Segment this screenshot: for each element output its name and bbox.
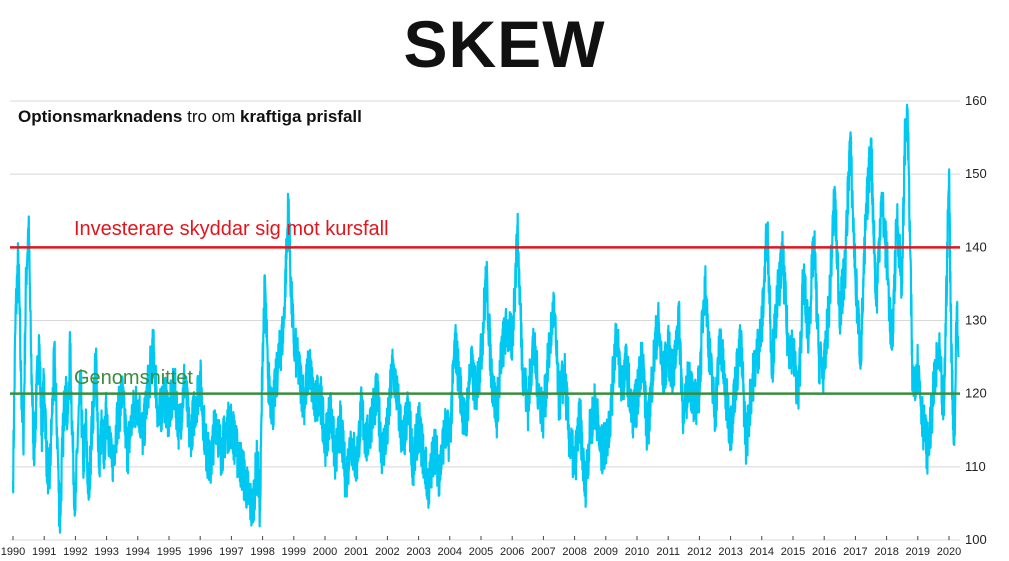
x-tick-label-2008: 2008 — [562, 546, 586, 558]
subtitle-bold-part-2: kraftiga prisfall — [240, 107, 362, 126]
x-tick-label-2004: 2004 — [438, 546, 462, 558]
x-tick-label-2014: 2014 — [750, 546, 774, 558]
subtitle-plain-part: tro om — [182, 107, 240, 126]
x-tick-label-2005: 2005 — [469, 546, 493, 558]
x-tick-label-1996: 1996 — [188, 546, 212, 558]
chart-subtitle: Optionsmarknadens tro om kraftiga prisfa… — [18, 107, 362, 127]
x-tick-label-2002: 2002 — [375, 546, 399, 558]
x-tick-label-2017: 2017 — [843, 546, 867, 558]
x-tick-label-1992: 1992 — [63, 546, 87, 558]
skew-series-line — [11, 103, 960, 534]
y-tick-label-140: 140 — [965, 239, 987, 254]
x-tick-label-2010: 2010 — [625, 546, 649, 558]
x-tick-label-1998: 1998 — [250, 546, 274, 558]
x-tick-label-2001: 2001 — [344, 546, 368, 558]
y-axis: 100 110 120 130 140 150 160 — [965, 93, 987, 547]
y-tick-label-160: 160 — [965, 93, 987, 108]
x-tick-label-1993: 1993 — [94, 546, 118, 558]
series-layer — [11, 103, 960, 534]
reference-lines-layer — [10, 246, 960, 395]
x-tick-label-2019: 2019 — [906, 546, 930, 558]
mean-line-label: Genomsnittet — [74, 367, 193, 389]
x-tick-label-1990: 1990 — [1, 546, 25, 558]
x-tick-label-2009: 2009 — [594, 546, 618, 558]
x-tick-label-2007: 2007 — [531, 546, 555, 558]
x-tick-label-2003: 2003 — [406, 546, 430, 558]
subtitle-bold-part: Optionsmarknadens — [18, 107, 183, 126]
x-tick-label-2013: 2013 — [718, 546, 742, 558]
x-tick-label-2018: 2018 — [874, 546, 898, 558]
y-tick-label-120: 120 — [965, 386, 987, 401]
x-tick-label-2016: 2016 — [812, 546, 836, 558]
x-tick-label-1995: 1995 — [157, 546, 181, 558]
x-tick-label-2006: 2006 — [500, 546, 524, 558]
x-tick-label-1997: 1997 — [219, 546, 243, 558]
x-tick-label-2020: 2020 — [937, 546, 961, 558]
y-tick-label-110: 110 — [965, 459, 986, 474]
y-tick-label-100: 100 — [965, 532, 987, 547]
x-tick-label-2015: 2015 — [781, 546, 805, 558]
x-tick-label-2000: 2000 — [313, 546, 337, 558]
x-tick-label-2012: 2012 — [687, 546, 711, 558]
upper-line-label: Investerare skyddar sig mot kursfall — [74, 218, 389, 240]
x-tick-label-1994: 1994 — [126, 546, 150, 558]
x-axis: 1990 1991 1992 1993 1994 1995 1996 1997 1998 1999… — [1, 536, 961, 558]
x-tick-label-1999: 1999 — [282, 546, 306, 558]
y-tick-label-150: 150 — [965, 166, 987, 181]
x-tick-label-2011: 2011 — [656, 546, 680, 558]
y-tick-label-130: 130 — [965, 313, 987, 328]
chart-title: SKEW — [403, 7, 606, 81]
x-tick-label-1991: 1991 — [32, 546, 56, 558]
